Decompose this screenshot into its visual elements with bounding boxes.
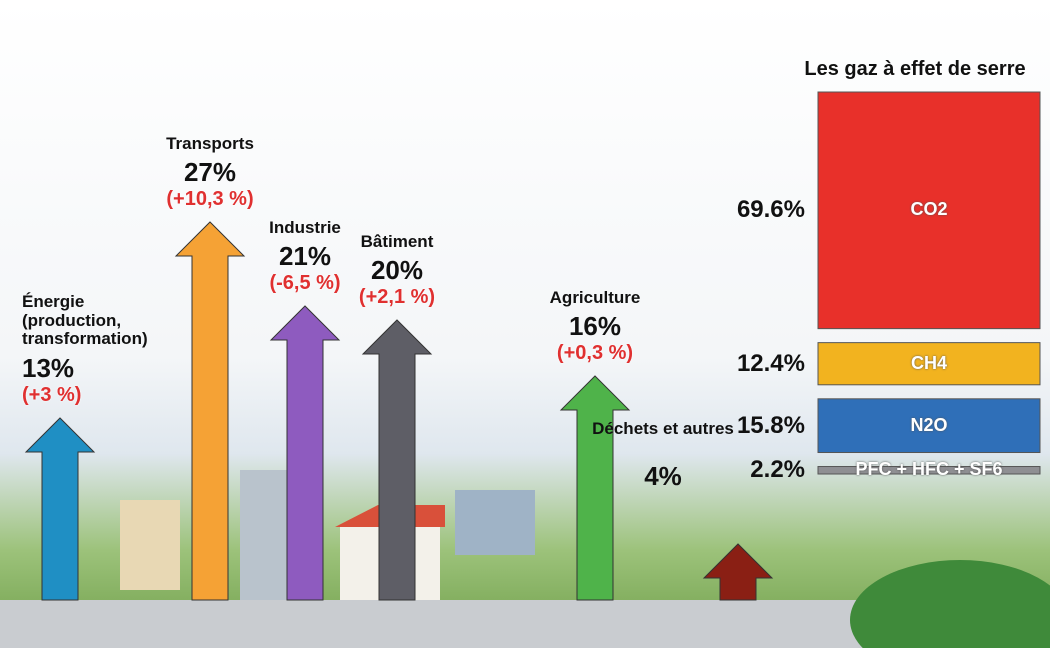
gas-value: 2.2% xyxy=(715,456,805,484)
category-label: Bâtiment xyxy=(322,233,472,252)
change-label: (+2,1 %) xyxy=(322,286,472,308)
change-label: (+10,3 %) xyxy=(135,188,285,210)
infographic: Les gaz à effet de serre Énergie (produc… xyxy=(0,0,1050,648)
change-label: (+3 %) xyxy=(22,384,112,406)
tree xyxy=(850,560,1050,648)
chart-title: Les gaz à effet de serre xyxy=(780,58,1050,81)
arrow xyxy=(704,544,772,600)
category-label: Énergie (production, transformation) xyxy=(22,293,152,349)
value-label: 13% xyxy=(22,354,102,383)
gas-value: 15.8% xyxy=(715,412,805,440)
category-label: Agriculture xyxy=(520,289,670,308)
gas-name: CH4 xyxy=(818,353,1040,374)
gas-name: CO2 xyxy=(818,199,1040,220)
building xyxy=(455,490,535,555)
building xyxy=(120,500,180,590)
gas-name: N2O xyxy=(818,415,1040,436)
gas-value: 12.4% xyxy=(715,350,805,378)
value-label: 27% xyxy=(135,158,285,187)
arrow xyxy=(26,418,94,600)
gas-value: 69.6% xyxy=(715,196,805,224)
value-label: 20% xyxy=(322,256,472,285)
category-label: Transports xyxy=(135,135,285,154)
gas-name: PFC + HFC + SF6 xyxy=(818,459,1040,480)
change-label: (+0,3 %) xyxy=(520,342,670,364)
value-label: 16% xyxy=(520,312,670,341)
